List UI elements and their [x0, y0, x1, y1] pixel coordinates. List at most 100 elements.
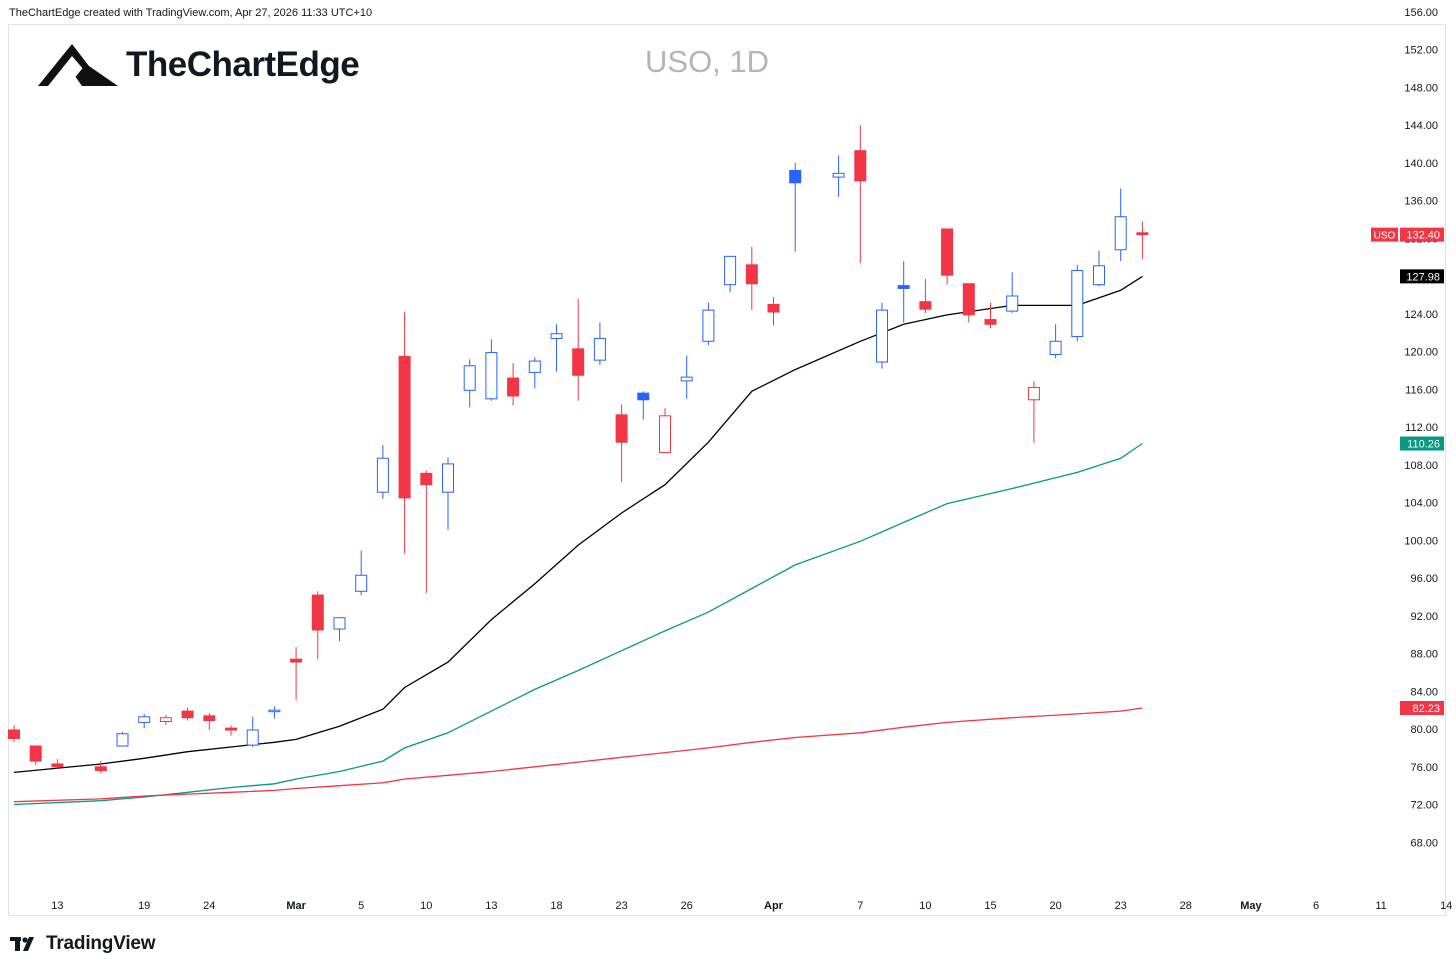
candle[interactable]: [637, 391, 650, 420]
y-tick-label: 92.00: [1410, 611, 1438, 623]
candle-body: [355, 574, 368, 592]
candle[interactable]: [767, 296, 780, 326]
candle[interactable]: [897, 261, 910, 323]
candle-body: [51, 763, 64, 768]
ema20-line[interactable]: [13, 275, 1143, 774]
candle[interactable]: [550, 324, 563, 372]
candle[interactable]: [745, 246, 758, 311]
x-tick-label: 24: [203, 900, 215, 912]
tradingview-footer[interactable]: TradingView: [10, 933, 156, 955]
candle[interactable]: [724, 255, 737, 293]
candle[interactable]: [984, 302, 997, 329]
price-tag-value: 82.23: [1412, 703, 1440, 715]
price-tag: 110.26: [1400, 436, 1444, 451]
candle[interactable]: [1006, 272, 1019, 313]
candle-body: [376, 457, 389, 493]
candle[interactable]: [8, 725, 20, 743]
candle[interactable]: [507, 362, 520, 406]
candle[interactable]: [1049, 324, 1062, 359]
price-tag-bg: [1400, 269, 1444, 284]
candle[interactable]: [181, 707, 194, 721]
y-tick-label: 76.00: [1410, 762, 1438, 774]
candle[interactable]: [225, 725, 237, 736]
y-tick-label: 96.00: [1410, 573, 1438, 585]
candle[interactable]: [203, 713, 216, 730]
candle[interactable]: [29, 745, 42, 765]
candle-body: [897, 285, 910, 289]
y-tick-label: 112.00: [1405, 422, 1438, 434]
candle[interactable]: [1027, 380, 1040, 444]
price-tag: 82.23: [1400, 701, 1444, 716]
candle-body: [789, 170, 802, 184]
candle-body: [593, 337, 606, 361]
candle[interactable]: [941, 228, 954, 285]
candle[interactable]: [702, 302, 715, 346]
x-tick-label: 23: [1115, 900, 1127, 912]
candle[interactable]: [832, 155, 845, 197]
candle-body: [1136, 232, 1149, 236]
candle[interactable]: [159, 714, 172, 726]
candle[interactable]: [572, 298, 585, 401]
x-tick-label: 15: [984, 900, 996, 912]
candle-body: [680, 376, 693, 382]
x-tick-label: 13: [485, 900, 497, 912]
candle-body: [615, 414, 628, 443]
candle[interactable]: [442, 457, 454, 530]
y-tick-label: 116.00: [1405, 384, 1438, 396]
candle[interactable]: [94, 761, 107, 774]
candle[interactable]: [333, 617, 346, 642]
candle[interactable]: [919, 279, 932, 313]
candle[interactable]: [789, 162, 802, 252]
candle-body: [1093, 265, 1105, 286]
candle[interactable]: [876, 302, 888, 369]
candle[interactable]: [1114, 188, 1127, 262]
candle[interactable]: [116, 731, 129, 747]
x-tick-label: Apr: [764, 900, 784, 912]
ema50-line[interactable]: [13, 442, 1143, 806]
candle[interactable]: [528, 357, 541, 389]
y-tick-label: 152.00: [1404, 45, 1438, 57]
candle[interactable]: [463, 359, 476, 408]
candle-body: [767, 303, 780, 313]
price-axis[interactable]: 68.00 72.00 76.00 80.00 84.00 88.00 92.00 96.00…: [1404, 7, 1438, 849]
x-tick-label: 6: [1313, 900, 1319, 912]
x-tick-label: 10: [919, 900, 931, 912]
y-tick-label: 124.00: [1404, 309, 1438, 321]
time-axis[interactable]: 13 19 24 Mar 5 10 13 18 23 26 Apr 7 10 15 20 23 28 May 6 11…: [51, 900, 1452, 912]
candle[interactable]: [420, 470, 433, 594]
candle-body: [420, 472, 433, 486]
candle[interactable]: [1093, 250, 1105, 287]
candle-body: [528, 360, 541, 373]
y-tick-label: 80.00: [1410, 724, 1438, 736]
candle-body: [268, 709, 281, 713]
candle[interactable]: [355, 550, 368, 596]
chart-credit: TheChartEdge created with TradingView.co…: [9, 7, 373, 19]
candle[interactable]: [962, 283, 975, 323]
candle[interactable]: [311, 591, 324, 660]
candle[interactable]: [854, 125, 867, 263]
candle-body: [116, 733, 129, 747]
symbol-tag-bg: [1371, 227, 1398, 242]
candle[interactable]: [593, 322, 606, 365]
candle[interactable]: [290, 646, 303, 700]
tradingview-wordmark: TradingView: [46, 933, 156, 954]
candle[interactable]: [659, 408, 671, 454]
candle[interactable]: [680, 355, 693, 399]
candle[interactable]: [268, 706, 281, 719]
ema200-line[interactable]: [13, 707, 1143, 803]
x-tick-label: May: [1240, 900, 1262, 912]
candle[interactable]: [246, 716, 259, 747]
candle[interactable]: [485, 339, 498, 401]
candle[interactable]: [376, 445, 389, 499]
x-tick-label: 28: [1180, 900, 1192, 912]
candle[interactable]: [51, 759, 64, 769]
candle[interactable]: [1136, 221, 1149, 260]
candle[interactable]: [615, 404, 628, 482]
candle[interactable]: [138, 713, 151, 729]
x-tick-label: 19: [138, 900, 150, 912]
candle[interactable]: [1071, 264, 1084, 342]
candle[interactable]: [398, 312, 411, 554]
candle-body: [637, 392, 650, 401]
tradingview-logo-icon: [10, 937, 34, 951]
